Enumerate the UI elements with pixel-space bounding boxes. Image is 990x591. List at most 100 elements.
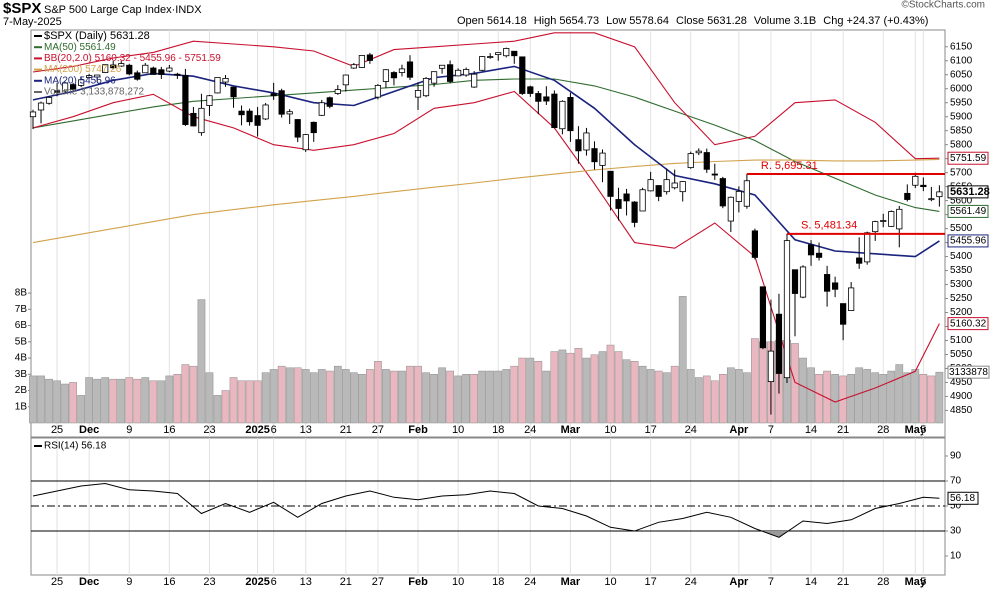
- x-tick-label: 25: [51, 576, 63, 588]
- candle-body: [94, 74, 101, 78]
- volume-bar: [919, 374, 928, 424]
- volume-bar: [109, 378, 118, 424]
- volume-bar: [61, 383, 69, 424]
- candle-body: [390, 72, 398, 79]
- candle-body: [134, 72, 141, 80]
- candle-body: [559, 100, 566, 130]
- volume-bar: [253, 380, 262, 424]
- chart-title: S&P 500 Large Cap Index·INDX: [44, 4, 202, 16]
- volume-bar: [390, 370, 398, 424]
- x-tick-label: Feb: [408, 576, 428, 588]
- volume-bar: [45, 378, 53, 424]
- quote-value: 5614.18: [487, 15, 527, 27]
- volume-bar: [85, 377, 94, 424]
- candle-body: [735, 190, 742, 202]
- volume-bar: [558, 349, 567, 424]
- candle-body: [214, 77, 221, 94]
- volume-tick-label: 3B: [15, 369, 28, 380]
- candle-body: [679, 181, 686, 193]
- volume-bar: [486, 370, 495, 424]
- rsi-panel: 25 Dec 9 16 23 2025 6 13 21 27 Feb 10 18 24 Mar 10 17 24 A…: [30, 437, 979, 588]
- x-tick-label: Apr: [729, 576, 749, 588]
- volume-bar: [646, 369, 655, 424]
- quote-label: Volume: [754, 15, 791, 27]
- volume-bar: [366, 369, 374, 424]
- volume-bar: [678, 296, 687, 424]
- x-tick-label: 17: [645, 424, 657, 436]
- volume-bar: [694, 377, 703, 424]
- candle-body: [230, 86, 237, 98]
- candle-body: [783, 240, 791, 379]
- y-tick-label: 5350: [950, 265, 973, 276]
- quote-label: Chg: [823, 15, 843, 27]
- y-tick-label: 6050: [950, 69, 973, 80]
- volume-bar: [149, 380, 158, 424]
- volume-bar: [53, 380, 61, 424]
- candle-body: [158, 69, 165, 75]
- x-tick-label: 25: [51, 424, 63, 436]
- candle-body: [623, 193, 630, 202]
- volume-bar: [133, 378, 142, 424]
- volume-tick-label: 6B: [15, 320, 28, 331]
- y-tick-label: 5800: [950, 139, 973, 150]
- candle-body: [687, 153, 694, 169]
- volume-bar: [574, 348, 583, 424]
- x-tick-label: 13: [300, 424, 312, 436]
- x-tick-label: 14: [805, 576, 817, 588]
- candle-body: [246, 110, 253, 123]
- volume-bar: [823, 370, 831, 424]
- chart-date: 7-May-2025: [3, 16, 62, 28]
- volume-bar: [895, 364, 904, 424]
- price-tag: 5561.49: [950, 206, 987, 217]
- x-tick-label: 10: [452, 576, 464, 588]
- candle-body: [799, 266, 807, 298]
- candle-body: [904, 192, 911, 200]
- y-tick-label: 5900: [950, 111, 973, 122]
- candle-body: [671, 182, 678, 189]
- volume-bar: [422, 372, 430, 424]
- y-tick-label: 4850: [950, 405, 973, 416]
- candle-body: [896, 208, 903, 230]
- volume-bar: [791, 343, 799, 424]
- candle-body: [936, 191, 943, 198]
- x-tick-label: 28: [877, 424, 889, 436]
- volume-bar: [550, 351, 559, 424]
- candle-body: [840, 303, 847, 325]
- y-tick-label: 30: [950, 526, 962, 537]
- candle-body: [70, 84, 77, 90]
- volume-tick-label: 8B: [15, 288, 28, 299]
- volume-bar: [751, 338, 759, 424]
- candle-body: [479, 56, 486, 71]
- volume-bar: [654, 370, 663, 424]
- y-tick-label: 5400: [950, 251, 973, 262]
- volume-bar: [341, 369, 350, 424]
- volume-bar: [534, 361, 543, 424]
- volume-bar: [398, 370, 406, 424]
- volume-bar: [815, 374, 823, 424]
- x-tick-label: 9: [126, 424, 132, 436]
- volume-bar: [317, 369, 326, 424]
- candle-body: [382, 69, 390, 82]
- legend-label: MA(200) 5747.26: [44, 64, 122, 75]
- legend-label: Volume 3,133,878,272: [44, 87, 145, 98]
- candle-body: [166, 67, 173, 72]
- x-tick-label: 2025: [245, 424, 269, 436]
- candle-body: [190, 112, 197, 127]
- x-tick-label: May: [905, 576, 927, 588]
- candle-body: [880, 220, 887, 222]
- x-tick-label: 27: [372, 424, 384, 436]
- volume-tag: 3133878: [949, 367, 988, 378]
- volume-bar: [478, 370, 487, 424]
- y-tick-label: 5250: [950, 293, 973, 304]
- x-tick-label: Apr: [729, 424, 749, 436]
- candle-body: [535, 93, 542, 102]
- volume-bar: [293, 367, 302, 424]
- price-tag-box: [947, 317, 989, 331]
- candle-body: [118, 63, 125, 67]
- candle-body: [334, 89, 341, 94]
- candle-body: [751, 230, 759, 258]
- candle-body: [61, 82, 69, 92]
- volume-bar: [245, 380, 254, 424]
- volume-bar: [69, 382, 77, 424]
- x-tick-label: 24: [685, 424, 697, 436]
